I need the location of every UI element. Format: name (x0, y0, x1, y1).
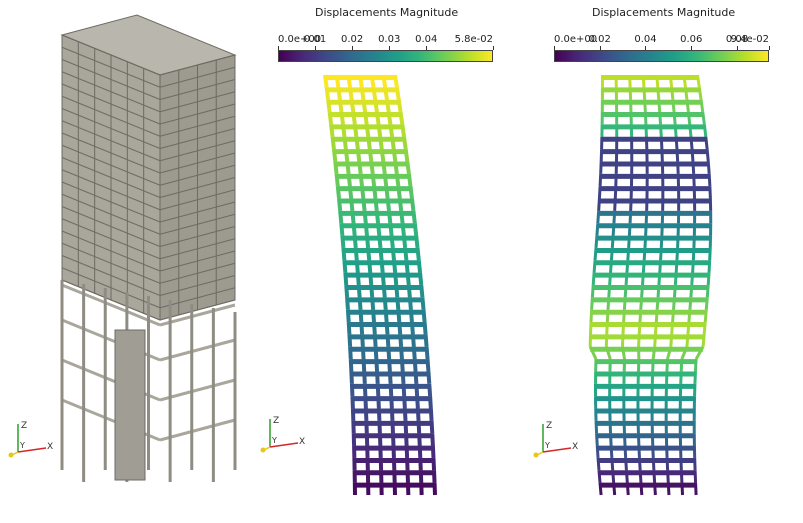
colorbar-tick-label: 0.03 (378, 34, 401, 45)
colorbar-tick-label: 0.02 (340, 34, 364, 45)
colorbar-tick-mark (493, 46, 494, 50)
colorbar-tick-mark (554, 46, 555, 50)
x-axis-label: X (47, 442, 53, 452)
axes-triad: Z X Y (8, 421, 53, 458)
deformed-building-mode-1 (323, 74, 437, 496)
undeformed-building (60, 14, 237, 482)
mode-2-panel: Displacements Magnitude 0.0e+00 0.02 0.04 0… (530, 0, 803, 523)
z-axis-label: Z (21, 421, 27, 431)
z-axis-label: Z (546, 421, 552, 431)
colorbar-tick-mark (426, 46, 428, 50)
x-axis-label: X (572, 442, 578, 452)
colorbar-tick-label: 0.01 (303, 34, 327, 45)
colorbar-title: Displacements Magnitude (592, 6, 736, 19)
colorbar-tick-mark (352, 46, 354, 50)
colorbar-tick-label: 0.06 (680, 34, 703, 45)
colorbar-tick-label: 9.4e-02 (730, 34, 769, 45)
x-axis-label: X (299, 437, 305, 447)
undeformed-model-panel (0, 0, 260, 523)
colorbar-title: Displacements Magnitude (315, 6, 459, 19)
colorbar-tick-mark (736, 46, 738, 50)
colorbar (554, 50, 769, 62)
y-axis-label: Y (19, 441, 25, 450)
colorbar-tick-label: 0.04 (634, 34, 657, 45)
axes-triad: Z X Y (260, 416, 305, 453)
y-axis-label: Y (544, 441, 550, 450)
colorbar-tick-label: 5.8e-02 (454, 34, 493, 45)
colorbar-tick-mark (315, 46, 317, 50)
colorbar (278, 50, 493, 62)
colorbar-tick-label: 0.0e+00 (554, 34, 598, 45)
colorbar-tick-mark (645, 46, 647, 50)
colorbar-tick-label: 0.08 (725, 34, 749, 45)
colorbar-tick-label: 0.0e+00 (278, 34, 322, 45)
colorbar-tick-mark (599, 46, 601, 50)
y-axis-label: Y (271, 436, 277, 445)
colorbar-tick-label: 0.04 (415, 34, 438, 45)
mode-1-panel: Displacements Magnitude 0.0e+00 0.01 0.02 0… (260, 0, 530, 523)
z-axis-label: Z (273, 416, 279, 426)
axes-triad: Z X Y (533, 421, 578, 458)
colorbar-tick-label: 0.02 (588, 34, 611, 45)
colorbar-tick-mark (691, 46, 693, 50)
colorbar-tick-mark (769, 46, 770, 50)
deformed-building-mode-2 (588, 74, 713, 496)
colorbar-tick-mark (389, 46, 391, 50)
colorbar-tick-mark (278, 46, 279, 50)
